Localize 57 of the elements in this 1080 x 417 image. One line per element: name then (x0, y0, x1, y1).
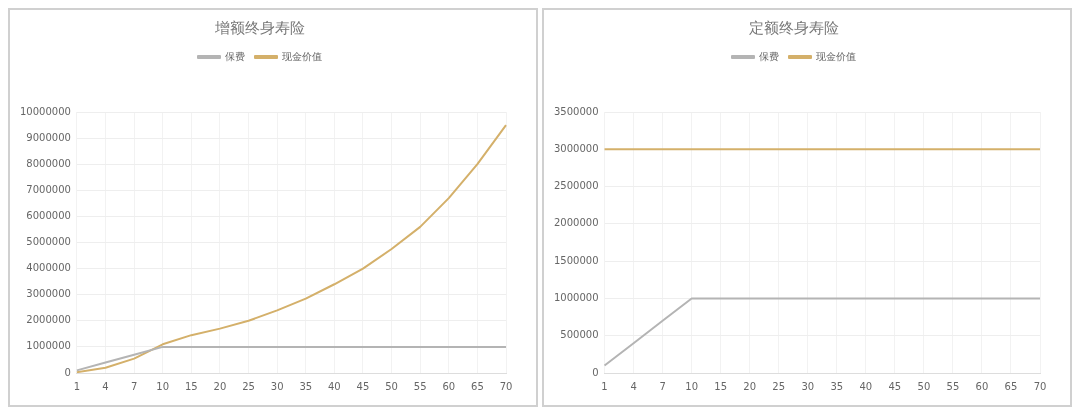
y-tick-label: 0 (592, 366, 599, 378)
y-tick-label: 2000000 (553, 217, 599, 229)
legend-label: 现金价值 (282, 50, 322, 62)
x-tick-label: 55 (946, 380, 960, 392)
y-tick-label: 4000000 (26, 262, 71, 274)
x-tick-label: 10 (156, 380, 170, 392)
x-tick-label: 4 (102, 380, 109, 392)
x-tick-label: 25 (242, 380, 255, 392)
y-tick-label: 2500000 (553, 180, 599, 192)
x-tick-label: 45 (888, 380, 902, 392)
x-tick-label: 70 (1033, 380, 1047, 392)
y-tick-label: 0 (64, 366, 71, 378)
y-tick-label: 1000000 (553, 292, 599, 304)
x-tick-label: 1 (73, 380, 81, 392)
legend-label: 现金价值 (816, 50, 856, 62)
x-tick-label: 65 (1004, 380, 1018, 392)
y-tick-label: 3000000 (26, 288, 71, 300)
y-tick-label: 2000000 (26, 314, 71, 326)
chart-title: 增额终身寿险 (214, 18, 305, 37)
y-tick-label: 6000000 (26, 209, 71, 221)
y-tick-label: 5000000 (26, 236, 71, 248)
y-tick-label: 500000 (560, 329, 599, 341)
x-tick-label: 50 (385, 380, 398, 392)
y-tick-label: 1000000 (26, 340, 71, 352)
x-tick-label: 30 (270, 380, 284, 392)
x-tick-label: 25 (772, 380, 786, 392)
y-tick-label: 9000000 (26, 131, 71, 143)
x-tick-label: 7 (659, 380, 666, 392)
x-tick-label: 65 (471, 380, 484, 392)
chart-title: 定额终身寿险 (749, 18, 839, 37)
x-tick-label: 1 (601, 380, 608, 392)
x-tick-label: 20 (743, 380, 757, 392)
y-tick-label: 10000000 (19, 105, 71, 117)
x-tick-label: 7 (130, 380, 138, 392)
x-tick-label: 60 (442, 380, 456, 392)
y-tick-label: 3500000 (553, 105, 599, 117)
x-tick-label: 4 (630, 380, 637, 392)
x-tick-label: 55 (413, 380, 427, 392)
x-tick-label: 20 (213, 380, 227, 392)
y-tick-label: 8000000 (26, 157, 71, 169)
x-tick-label: 35 (299, 380, 313, 392)
x-tick-label: 40 (327, 380, 341, 392)
x-tick-label: 70 (499, 380, 513, 392)
x-tick-label: 35 (830, 380, 844, 392)
y-tick-label: 1500000 (553, 254, 599, 266)
x-tick-label: 30 (801, 380, 815, 392)
x-tick-label: 15 (184, 380, 198, 392)
x-tick-label: 10 (685, 380, 698, 392)
x-tick-label: 60 (975, 380, 989, 392)
x-tick-label: 50 (917, 380, 931, 392)
y-tick-label: 3000000 (553, 142, 599, 154)
legend-label: 保费 (759, 50, 779, 62)
y-tick-label: 7000000 (26, 183, 71, 195)
legend-label: 保费 (225, 50, 245, 62)
x-tick-label: 40 (859, 380, 873, 392)
x-tick-label: 15 (714, 380, 728, 392)
x-tick-label: 45 (356, 380, 370, 392)
